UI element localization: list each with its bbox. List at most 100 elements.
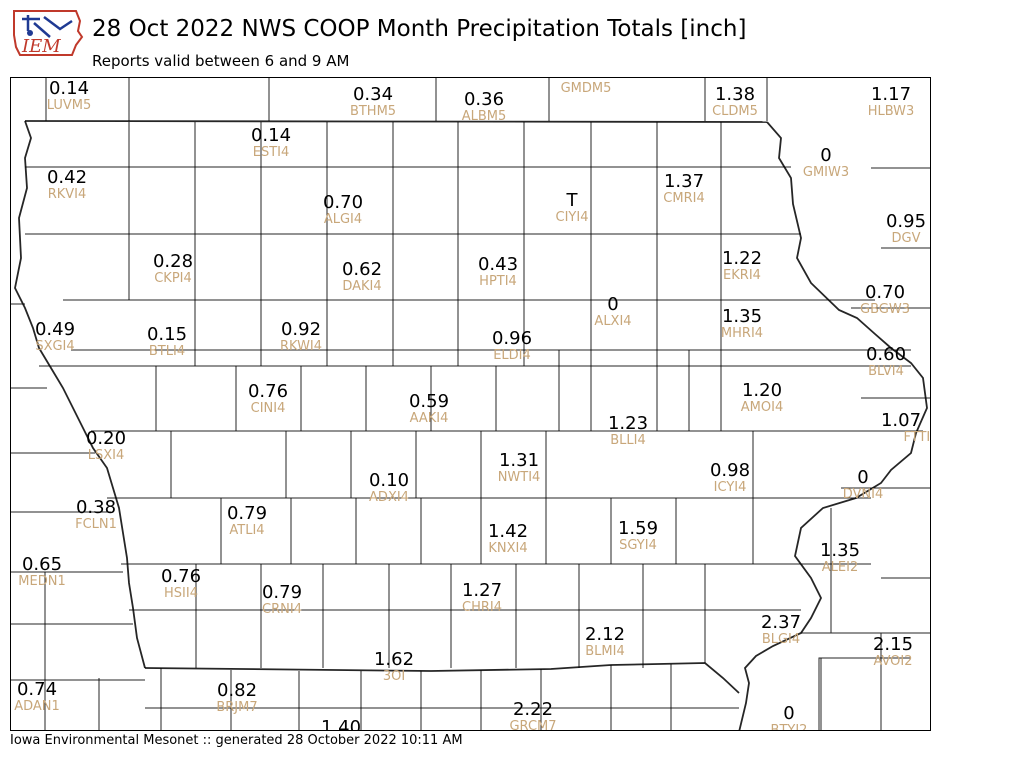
station-cldm5: 1.38 CLDM5 [712, 85, 758, 119]
station-id: DAKI4 [342, 279, 382, 294]
station-id: AMOI4 [740, 400, 784, 415]
station-icyi4: 0.98 ICYI4 [710, 461, 750, 495]
station-id: BRJM7 [216, 700, 258, 715]
station-value: 0.76 [160, 566, 202, 587]
station-3oi: 1.62 3OI [374, 650, 414, 684]
station-id: ALEI2 [821, 560, 859, 575]
station-value: 0.59 [408, 391, 450, 412]
station-value: 0 [783, 703, 795, 724]
station-btli4: 0.15 BTLI4 [147, 325, 187, 359]
station-value: 2.15 [872, 634, 914, 655]
station-value: 1.37 [663, 171, 705, 192]
station-value: 0.76 [247, 381, 289, 402]
station-value: 1.22 [721, 248, 763, 269]
station-cmri4: 1.37 CMRI4 [663, 172, 704, 206]
station-hlbw3: 1.17 HLBW3 [868, 85, 915, 119]
station-id: BLGI4 [761, 632, 801, 647]
station-id: CLDM5 [712, 104, 758, 119]
station-value: 0.74 [16, 679, 58, 700]
station-value: 1.59 [617, 518, 659, 539]
station-eldi4: 0.96 ELDI4 [492, 329, 532, 363]
station-ciyi4: T CIYI4 [556, 191, 589, 225]
station-id: ALXI4 [594, 314, 632, 329]
station-value: 0.36 [463, 89, 505, 110]
station-id: KNXI4 [488, 541, 528, 556]
station-id: DVNI4 [842, 487, 884, 502]
station-dgv: 0.95 DGV [886, 212, 926, 246]
station-id: GBGW3 [860, 302, 910, 317]
station-value: 1.20 [741, 380, 783, 401]
station-btyi2: 0 BTYI2 [771, 704, 808, 731]
station-nwti4: 1.31 NWTI4 [498, 451, 541, 485]
map-title: 28 Oct 2022 NWS COOP Month Precipitation… [92, 16, 747, 42]
station-id: CMRI4 [663, 191, 705, 206]
station-blli4: 1.23 BLLI4 [608, 414, 648, 448]
station-dvni4: 0 DVNI4 [843, 468, 884, 502]
station-id: HLBW3 [867, 104, 915, 119]
station-value: 0.98 [709, 460, 751, 481]
station-value: 1.31 [498, 450, 540, 471]
station-value: 0.28 [152, 251, 194, 272]
station-value: 2.37 [760, 612, 802, 633]
station-value: 0.15 [146, 324, 188, 345]
station-value: 1.35 [819, 540, 861, 561]
station-id: DGV [891, 231, 921, 246]
station-avoi2: 2.15 AVOI2 [873, 635, 913, 669]
station-id: CRNI4 [262, 602, 302, 617]
station-value: 1.42 [487, 521, 529, 542]
station-id: ADAN1 [14, 699, 60, 714]
station-id: CIYI4 [555, 210, 589, 225]
station-algi4: 0.70 ALGI4 [323, 193, 363, 227]
station-value: 0.62 [341, 259, 383, 280]
station-atli4: 0.79 ATLI4 [227, 504, 267, 538]
station-sgyi4: 1.59 SGYI4 [618, 519, 658, 553]
station-id: NWTI4 [497, 470, 541, 485]
station-value: 0.95 [885, 211, 927, 232]
station-id: GMDM5 [560, 81, 612, 96]
station-id: MEDN1 [18, 574, 66, 589]
station-id: AAKI4 [409, 411, 449, 426]
station-id: EKRI4 [723, 268, 761, 283]
station-medn1: 0.65 MEDN1 [18, 555, 65, 589]
station-value: 1.35 [721, 306, 763, 327]
station-lsxi4: 0.20 LSXI4 [86, 429, 126, 463]
station-gmdm5: GMDM5 [560, 78, 612, 96]
station-value: 0.70 [322, 192, 364, 213]
station-luvm5: 0.14 LUVM5 [47, 79, 92, 113]
station-hpti4: 0.43 HPTI4 [478, 255, 518, 289]
station-value: T [566, 190, 578, 211]
station-amoi4: 1.20 AMOI4 [741, 381, 783, 415]
station-value: 0.96 [491, 328, 533, 349]
station-value: 0.65 [21, 554, 63, 575]
station-chri4: 1.27 CHRI4 [462, 581, 502, 615]
station-id: LSXI4 [87, 448, 125, 463]
station-value: 0 [607, 294, 619, 315]
station-value: 0.92 [280, 319, 322, 340]
station-value: 0.79 [226, 503, 268, 524]
station-id: 3OI [382, 669, 406, 684]
precipitation-map: 0.14 LUVM5 0.34 BTHM5 0.36 ALBM5 GMDM5 1… [10, 77, 931, 731]
station-value: 0.14 [250, 125, 292, 146]
logo-text: IEM [21, 36, 61, 57]
station-value: 0.43 [477, 254, 519, 275]
station-value: 0 [820, 145, 832, 166]
station-value: 0.10 [368, 470, 410, 491]
station-value: 1.07 [880, 410, 922, 431]
station-unlabeled: 1.40 [321, 718, 361, 731]
station-value: 1.38 [714, 84, 756, 105]
station-value: 0.49 [34, 319, 76, 340]
station-id: ALGI4 [323, 212, 363, 227]
station-esti4: 0.14 ESTI4 [251, 126, 291, 160]
map-subtitle: Reports valid between 6 and 9 AM [92, 52, 350, 70]
footer-credit: Iowa Environmental Mesonet :: generated … [10, 733, 463, 748]
station-crni4: 0.79 CRNI4 [262, 583, 302, 617]
station-rkwi4: 0.92 RKWI4 [280, 320, 322, 354]
station-ckpi4: 0.28 CKPI4 [153, 252, 193, 286]
station-value: 0.79 [261, 582, 303, 603]
station-fcln1: 0.38 FCLN1 [75, 498, 117, 532]
station-id: BTLI4 [148, 344, 186, 359]
station-value: 1.62 [373, 649, 415, 670]
county-boundaries [11, 78, 930, 730]
station-blmi4: 2.12 BLMI4 [585, 625, 625, 659]
station-id: CINI4 [250, 401, 286, 416]
